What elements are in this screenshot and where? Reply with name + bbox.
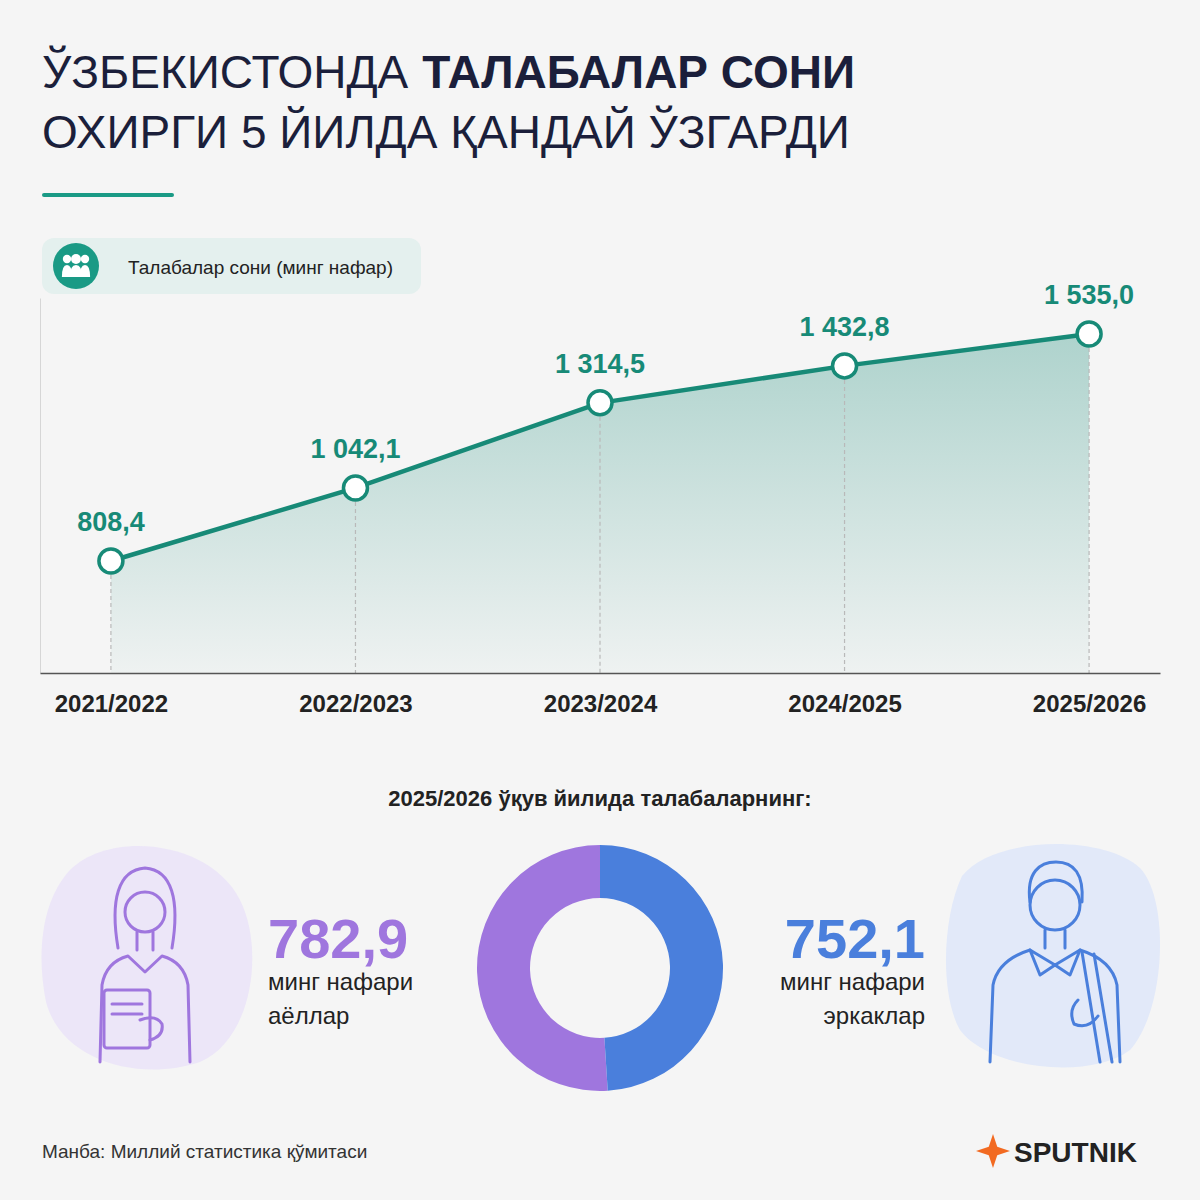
y-axis xyxy=(40,299,41,674)
icon-body xyxy=(70,265,82,277)
title-line2: ОХИРГИ 5 ЙИЛДА ҚАНДАЙ ЎЗГАРДИ xyxy=(42,105,850,158)
donut-category: аёллар xyxy=(268,1002,349,1029)
icon-head xyxy=(81,255,89,263)
figure-blob xyxy=(946,844,1160,1067)
book-lines xyxy=(112,1004,142,1014)
x-tick-label: 2021/2022 xyxy=(55,690,168,717)
head xyxy=(1030,880,1080,930)
drop-line xyxy=(110,561,111,673)
marker xyxy=(833,354,857,378)
source: Манба: Миллий статистика қўмитаси xyxy=(42,1141,367,1162)
legend-background xyxy=(42,238,421,294)
marker xyxy=(1077,322,1101,346)
data-label: 1 535,0 xyxy=(1044,280,1134,310)
x-tick: 2021/2022 xyxy=(55,673,168,717)
donut-category: эркаклар xyxy=(824,1002,925,1029)
marker xyxy=(588,391,612,415)
x-tick: 2024/2025 xyxy=(788,673,901,717)
x-axis-line xyxy=(41,673,1161,675)
donut-unit: минг нафари xyxy=(780,968,925,995)
legend: Талабалар сони (минг нафар) xyxy=(42,238,421,294)
legend-label: Талабалар сони (минг нафар) xyxy=(128,257,393,278)
area xyxy=(111,334,1089,673)
hand xyxy=(1072,1000,1098,1026)
legend-icon xyxy=(62,254,90,277)
donut-slice xyxy=(600,845,723,1091)
drop-line xyxy=(355,488,356,673)
collar xyxy=(1030,950,1080,975)
hair xyxy=(1029,862,1082,902)
donut xyxy=(477,845,723,1091)
drop-line xyxy=(599,403,600,673)
marker xyxy=(343,476,367,500)
data-label: 808,4 xyxy=(77,507,145,537)
donut-slice xyxy=(477,845,608,1091)
data-label: 1 432,8 xyxy=(799,312,889,342)
donut-value: 782,9 xyxy=(268,907,408,970)
hand xyxy=(140,1018,162,1040)
figure-icon xyxy=(990,862,1120,1062)
drop-line xyxy=(1088,334,1089,673)
y-axis-line xyxy=(40,299,41,674)
data-label: 1 042,1 xyxy=(310,434,400,464)
x-tick-label: 2025/2026 xyxy=(1033,690,1146,717)
plot-area xyxy=(99,322,1101,673)
strap xyxy=(1082,952,1112,1062)
x-tick: 2023/2024 xyxy=(544,673,658,717)
title: ЎЗБЕКИСТОНДА xyxy=(42,45,409,98)
line xyxy=(111,334,1089,561)
marker xyxy=(99,549,123,573)
x-tick-label: 2024/2025 xyxy=(788,690,901,717)
brand: SPUTNIK xyxy=(1014,1137,1137,1168)
neck xyxy=(137,932,153,950)
icon-head xyxy=(71,254,81,264)
drop-line xyxy=(844,366,845,673)
title-bold: ТАЛАБАЛАР СОНИ xyxy=(422,46,855,98)
figure-icon xyxy=(100,868,190,1062)
x-tick-label: 2022/2023 xyxy=(299,690,412,717)
body xyxy=(990,950,1120,1062)
head xyxy=(125,892,165,932)
background xyxy=(0,0,1200,1200)
x-tick-label: 2023/2024 xyxy=(544,690,658,717)
brand-logo xyxy=(976,1134,1010,1168)
figure-blob xyxy=(41,846,252,1070)
subtitle: 2025/2026 ўқув йилида талабаларнинг: xyxy=(388,786,811,811)
donut-unit: минг нафари xyxy=(268,968,413,995)
icon-head xyxy=(63,255,71,263)
x-tick: 2025/2026 xyxy=(1033,673,1146,717)
x-tick: 2022/2023 xyxy=(299,673,412,717)
neck xyxy=(1045,930,1065,948)
title-underline xyxy=(42,193,174,197)
donut-value: 752,1 xyxy=(785,907,925,970)
infographic: ЎЗБЕКИСТОНДАТАЛАБАЛАР СОНИ ОХИРГИ 5 ЙИЛДА… xyxy=(0,0,1200,1200)
hair xyxy=(115,868,175,948)
data-label: 1 314,5 xyxy=(555,349,645,379)
body xyxy=(100,956,190,1062)
x-axis: 2021/2022 2022/2023 2023/2024 2024/2025 2025… xyxy=(41,673,1161,717)
legend-icon-bg xyxy=(53,243,99,289)
